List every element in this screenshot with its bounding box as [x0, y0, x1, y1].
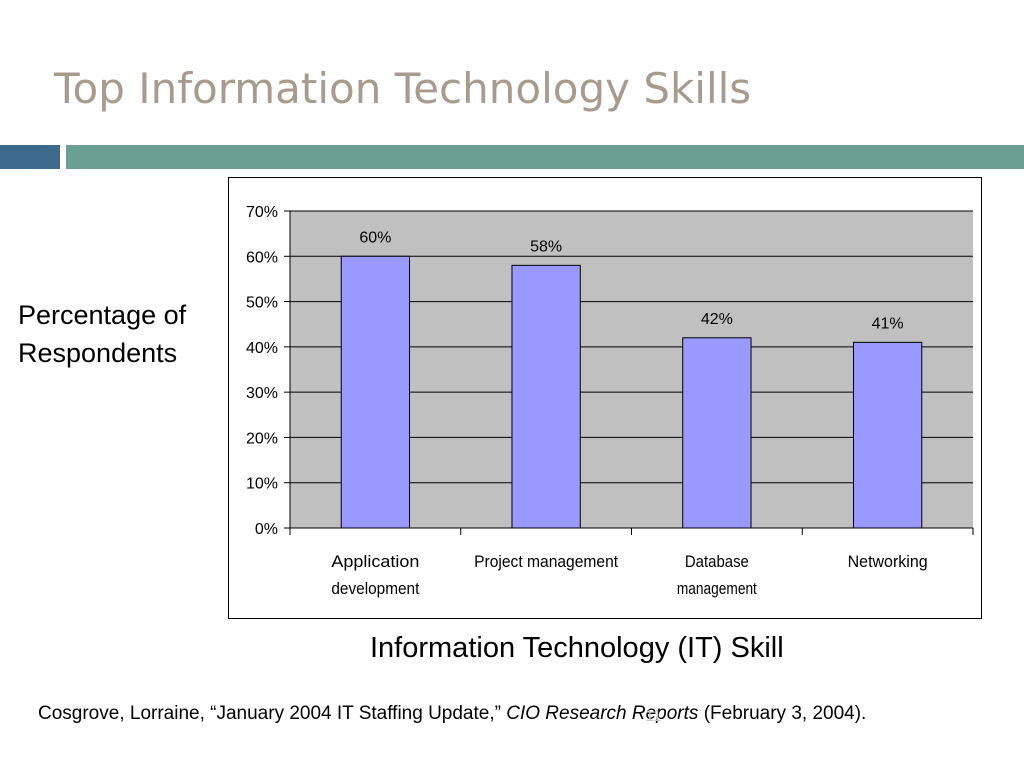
data-label: 58% — [530, 238, 562, 255]
citation-date: (February 3, 2004). — [698, 703, 867, 724]
x-tick-label: development — [331, 579, 419, 598]
citation-text: Cosgrove, Lorraine, “January 2004 IT Sta… — [38, 703, 507, 724]
bar — [852, 341, 923, 529]
citation: Cosgrove, Lorraine, “January 2004 IT Sta… — [38, 700, 948, 728]
page-number: 11 — [645, 708, 662, 725]
x-tick-label: Networking — [848, 552, 928, 571]
slide-title: Top Information Technology Skills — [54, 64, 752, 113]
x-tick-label: Database — [685, 552, 749, 571]
bar-chart: 0% 10% 20% 30% 40% 50% 60% 70% 60% Application dev… — [246, 204, 974, 598]
data-label: 41% — [872, 315, 904, 332]
y-axis-title: Percentage of Respondents — [18, 296, 186, 372]
y-tick-label: 60% — [246, 249, 278, 266]
y-tick-label: 70% — [246, 204, 278, 221]
data-label: 42% — [701, 311, 733, 328]
y-tick-label: 50% — [246, 295, 278, 312]
bar — [511, 264, 581, 529]
y-tick-label: 20% — [246, 430, 278, 447]
x-tick-label: management — [677, 579, 757, 598]
title-accent-band-right — [66, 145, 1024, 169]
bar — [682, 337, 752, 529]
x-tick-label: Application — [331, 552, 419, 571]
data-label: 60% — [359, 229, 391, 246]
citation-journal: CIO Research Reports — [506, 703, 699, 724]
x-axis-title: Information Technology (IT) Skill — [370, 632, 784, 664]
y-tick-label: 0% — [255, 521, 278, 538]
y-tick-label: 40% — [246, 340, 278, 357]
y-tick-label: 30% — [246, 385, 278, 402]
y-tick-label: 10% — [246, 476, 278, 493]
y-axis-title-line-2: Respondents — [18, 338, 178, 368]
x-tick-label: Project management — [474, 552, 618, 571]
bar — [340, 255, 411, 529]
title-accent-band-left — [0, 145, 60, 169]
y-axis-title-line-1: Percentage of — [18, 300, 187, 330]
chart-frame: 0% 10% 20% 30% 40% 50% 60% 70% 60% Application dev… — [228, 177, 982, 619]
